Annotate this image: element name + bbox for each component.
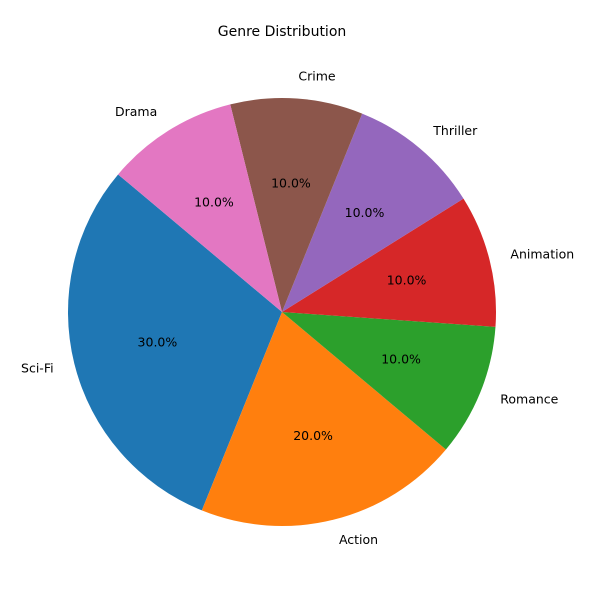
pie-slice-romance bbox=[282, 312, 496, 450]
slice-label-thriller: Thriller bbox=[432, 123, 478, 138]
slice-percent-romance: 10.0% bbox=[381, 352, 421, 367]
pie-slice-animation bbox=[282, 198, 497, 327]
slice-percent-action: 20.0% bbox=[293, 428, 333, 443]
slice-label-romance: Romance bbox=[500, 392, 558, 407]
slice-label-action: Action bbox=[339, 532, 378, 547]
slice-percent-drama: 10.0% bbox=[194, 195, 234, 210]
pie-slice-thriller bbox=[282, 113, 464, 312]
slice-percent-animation: 10.0% bbox=[387, 272, 427, 287]
pie-slice-crime bbox=[230, 98, 363, 312]
slice-label-drama: Drama bbox=[115, 104, 157, 119]
chart-title: Genre Distribution bbox=[218, 24, 347, 40]
slice-percent-sci-fi: 30.0% bbox=[138, 335, 178, 350]
slice-percent-crime: 10.0% bbox=[271, 175, 311, 190]
pie-slice-action bbox=[201, 312, 446, 527]
slice-label-animation: Animation bbox=[510, 247, 574, 262]
pie-slice-sci-fi bbox=[67, 174, 283, 511]
pie-slice-drama bbox=[118, 104, 282, 312]
slice-label-crime: Crime bbox=[298, 69, 336, 84]
slice-label-sci-fi: Sci-Fi bbox=[21, 360, 54, 375]
pie-labels: Sci-Fi 30.0% Action 20.0% Romance 10.0% Animat… bbox=[21, 69, 574, 547]
pie-slices bbox=[67, 98, 497, 527]
slice-percent-thriller: 10.0% bbox=[345, 205, 385, 220]
